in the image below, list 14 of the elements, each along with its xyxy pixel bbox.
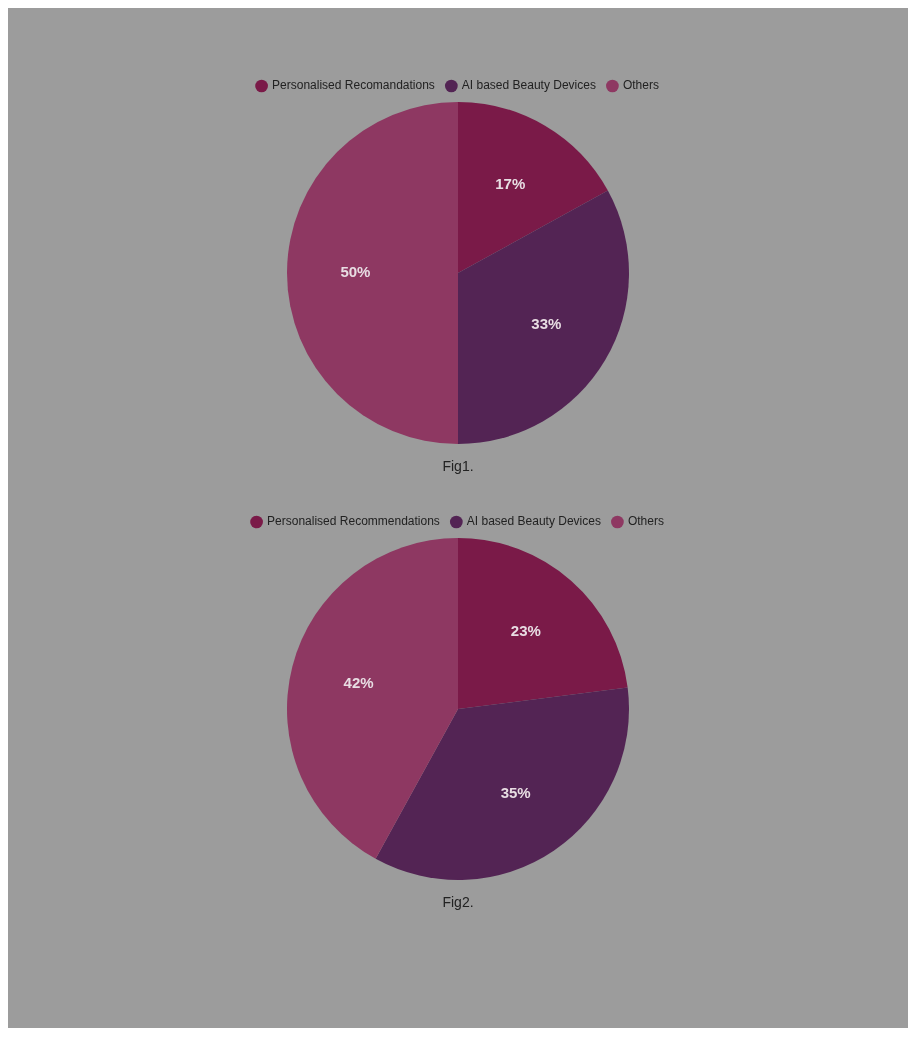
legend-label: Personalised Recomandations [272, 78, 435, 93]
legend-label: Personalised Recommendations [267, 514, 440, 529]
legend-label: Others [627, 514, 664, 529]
legend-label: Others [622, 78, 659, 93]
data-label: 23% [510, 622, 541, 640]
caption: Fig1. [441, 457, 475, 476]
legend-label: AI based Beauty Devices [461, 78, 596, 93]
data-label: 42% [343, 673, 374, 691]
data-label: 50% [340, 263, 371, 281]
legend-label: AI based Beauty Devices [466, 514, 601, 529]
data-label: 17% [495, 174, 526, 192]
data-label: 35% [500, 784, 531, 801]
caption: Fig2. [441, 893, 475, 912]
data-label: 33% [531, 315, 562, 333]
